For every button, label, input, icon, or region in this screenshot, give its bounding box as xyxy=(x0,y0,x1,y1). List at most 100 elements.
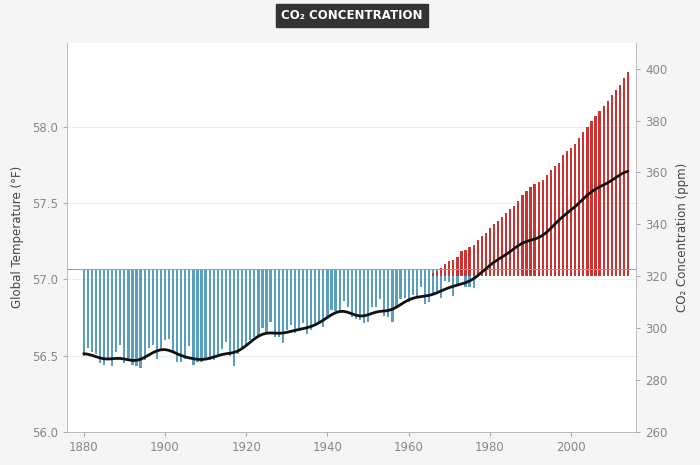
Bar xyxy=(270,269,272,322)
Bar xyxy=(598,177,601,269)
Bar xyxy=(144,269,146,360)
Bar xyxy=(412,269,414,294)
Bar xyxy=(172,269,174,352)
Bar xyxy=(513,206,515,276)
Bar xyxy=(216,269,219,357)
Bar xyxy=(94,269,97,354)
Bar xyxy=(456,269,459,284)
Bar xyxy=(468,269,470,287)
Bar xyxy=(286,269,288,330)
Bar xyxy=(99,269,101,363)
Bar xyxy=(464,269,467,287)
Bar xyxy=(501,252,503,269)
Bar xyxy=(302,269,304,324)
Bar xyxy=(627,73,629,276)
Bar xyxy=(562,192,564,269)
Bar xyxy=(87,269,89,348)
Bar xyxy=(416,269,418,298)
Bar xyxy=(176,269,178,362)
Bar xyxy=(132,269,134,365)
Bar xyxy=(489,264,491,269)
Bar xyxy=(440,268,442,276)
Bar xyxy=(139,269,141,368)
Bar xyxy=(318,269,321,322)
Bar xyxy=(258,269,260,336)
Bar xyxy=(407,269,410,302)
Bar xyxy=(546,175,548,276)
Bar xyxy=(160,269,162,349)
Bar xyxy=(582,132,584,276)
Bar xyxy=(298,269,300,330)
Bar xyxy=(107,269,109,360)
Bar xyxy=(603,106,605,276)
Bar xyxy=(566,151,568,276)
Bar xyxy=(526,250,528,269)
Bar xyxy=(432,272,434,276)
Bar xyxy=(452,260,454,276)
Bar xyxy=(610,171,613,269)
Bar xyxy=(359,269,361,320)
Bar xyxy=(193,269,195,365)
Bar xyxy=(533,184,536,276)
Bar xyxy=(623,169,625,269)
Bar xyxy=(468,247,470,276)
Bar xyxy=(355,269,357,319)
Bar xyxy=(188,269,190,346)
Bar xyxy=(83,269,85,356)
Bar xyxy=(420,269,422,287)
Bar xyxy=(339,269,341,310)
Bar xyxy=(598,111,601,276)
Bar xyxy=(229,269,231,356)
Bar xyxy=(550,170,552,276)
Bar xyxy=(542,180,544,276)
Bar xyxy=(484,232,487,276)
Bar xyxy=(489,228,491,276)
Bar xyxy=(294,269,296,332)
Bar xyxy=(522,194,524,276)
Bar xyxy=(554,166,556,276)
Bar xyxy=(603,197,605,269)
Bar xyxy=(261,269,264,328)
Bar xyxy=(452,269,454,296)
Bar xyxy=(200,269,202,362)
Bar xyxy=(562,155,564,276)
Bar xyxy=(481,269,483,273)
Bar xyxy=(558,215,560,269)
Bar xyxy=(204,269,206,360)
Bar xyxy=(497,221,499,276)
Bar xyxy=(484,269,487,272)
Bar xyxy=(152,269,154,345)
Bar xyxy=(278,269,280,337)
Bar xyxy=(473,269,475,288)
Bar xyxy=(322,269,325,326)
Bar xyxy=(155,269,158,359)
Bar xyxy=(436,269,438,292)
Bar xyxy=(330,269,332,310)
Bar xyxy=(180,269,182,362)
Bar xyxy=(135,269,138,366)
Bar xyxy=(456,257,459,276)
Bar xyxy=(314,269,316,324)
Bar xyxy=(363,269,365,324)
Bar xyxy=(103,269,105,365)
Bar xyxy=(513,252,515,269)
Bar xyxy=(424,269,426,304)
Bar xyxy=(351,269,353,318)
Bar xyxy=(233,269,235,366)
Bar xyxy=(615,91,617,276)
Bar xyxy=(375,269,377,307)
Bar xyxy=(196,269,199,362)
Bar xyxy=(237,269,239,354)
Bar xyxy=(578,200,580,269)
Bar xyxy=(526,191,528,276)
Bar xyxy=(290,269,292,325)
Bar xyxy=(306,269,308,334)
Bar xyxy=(619,179,621,269)
Bar xyxy=(574,144,576,276)
Bar xyxy=(578,138,580,276)
Bar xyxy=(444,269,447,281)
Bar xyxy=(115,269,118,352)
Bar xyxy=(558,163,560,276)
Bar xyxy=(119,269,121,345)
Bar xyxy=(594,116,596,276)
